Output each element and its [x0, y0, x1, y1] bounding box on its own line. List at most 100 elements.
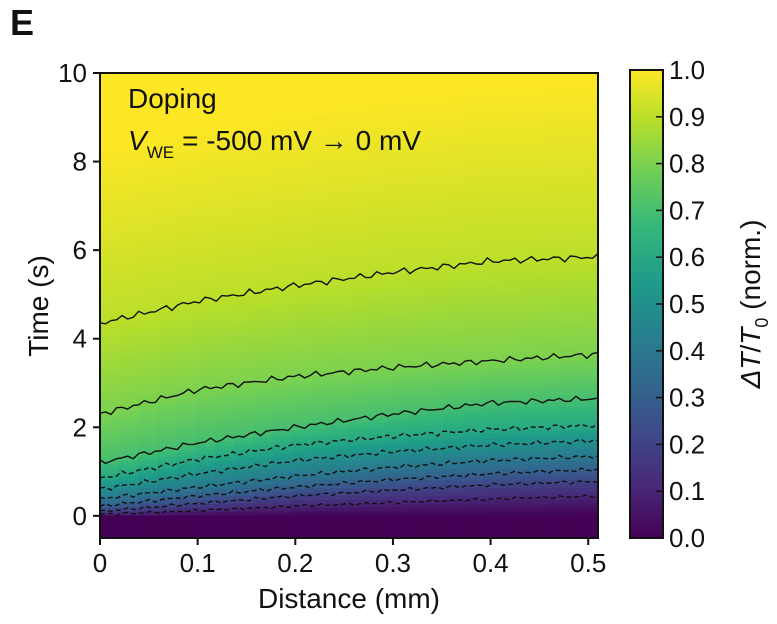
heatmap-cell [463, 507, 484, 512]
heatmap-cell [272, 355, 293, 361]
heatmap-cell [119, 251, 139, 256]
heatmap-cell [138, 115, 159, 121]
heatmap-cell [502, 406, 522, 411]
heatmap-cell [176, 398, 197, 403]
heatmap-cell [463, 417, 484, 423]
heatmap-cell [119, 309, 139, 314]
heatmap-cell [100, 100, 120, 105]
heatmap-cell [214, 220, 235, 225]
heatmap-cell [559, 336, 580, 341]
heatmap-cell [234, 468, 254, 473]
heatmap-cell [195, 208, 216, 214]
heatmap-cell [483, 293, 503, 299]
heatmap-cell [195, 104, 216, 109]
heatmap-cell [195, 410, 216, 415]
heatmap-cell [425, 127, 446, 132]
heatmap-cell [138, 293, 159, 299]
heatmap-cell [310, 495, 331, 500]
heatmap-cell [349, 274, 369, 279]
heatmap-cell [214, 138, 235, 144]
heatmap-cell [138, 487, 159, 493]
heatmap-cell [463, 390, 484, 396]
heatmap-cell [157, 235, 178, 241]
heatmap-cell [444, 460, 465, 465]
heatmap-cell [176, 231, 197, 237]
heatmap-cell [176, 452, 197, 458]
heatmap-cell [253, 104, 273, 109]
heatmap-cell [253, 507, 273, 512]
heatmap-cell [559, 243, 580, 248]
heatmap-cell [176, 181, 197, 186]
heatmap-cell [502, 297, 522, 303]
heatmap-cell [234, 476, 254, 481]
heatmap-cell [157, 119, 178, 124]
heatmap-cell [444, 239, 465, 245]
heatmap-cell [291, 417, 312, 423]
heatmap-cell [502, 181, 522, 186]
heatmap-cell [425, 243, 446, 248]
heatmap-cell [272, 111, 293, 117]
heatmap-cell [176, 111, 197, 117]
heatmap-cell [195, 123, 216, 128]
heatmap-cell [138, 328, 159, 334]
heatmap-cell [253, 228, 273, 233]
heatmap-cell [138, 491, 159, 496]
heatmap-cell [176, 104, 197, 109]
heatmap-cell [176, 135, 197, 140]
heatmap-cell [176, 255, 197, 260]
heatmap-cell [425, 336, 446, 341]
heatmap-cell [540, 239, 561, 245]
heatmap-cell [387, 402, 408, 407]
heatmap-cell [578, 305, 598, 310]
heatmap-cell [463, 212, 484, 217]
heatmap-cell [540, 169, 561, 175]
heatmap-cell [234, 278, 254, 283]
heatmap-cell [483, 429, 503, 434]
heatmap-cell [329, 224, 350, 229]
heatmap-cell [578, 297, 598, 303]
heatmap-cell [425, 286, 446, 291]
heatmap-cell [540, 212, 561, 217]
heatmap-cell [157, 363, 178, 369]
heatmap-cell [253, 402, 273, 407]
heatmap-cell [291, 76, 312, 82]
heatmap-cell [559, 259, 580, 264]
heatmap-cell [100, 448, 120, 454]
heatmap-cell [368, 177, 388, 183]
heatmap-cell [540, 166, 561, 171]
heatmap-cell [349, 379, 369, 384]
heatmap-cell [387, 282, 408, 287]
heatmap-cell [310, 131, 331, 136]
heatmap-cell [578, 181, 598, 186]
heatmap-cell [578, 332, 598, 338]
heatmap-cell [444, 216, 465, 221]
heatmap-cell [138, 363, 159, 369]
heatmap-cell [502, 414, 522, 419]
heatmap-cell [463, 173, 484, 179]
heatmap-cell [483, 220, 503, 225]
heatmap-cell [214, 204, 235, 210]
heatmap-cell [157, 406, 178, 411]
heatmap-cell [138, 324, 159, 330]
heatmap-cell [578, 410, 598, 415]
heatmap-cell [502, 247, 522, 252]
heatmap-cell [138, 239, 159, 245]
heatmap-cell [444, 448, 465, 454]
heatmap-cell [540, 429, 561, 434]
heatmap-cell [521, 119, 542, 124]
heatmap-cell [502, 251, 522, 256]
heatmap-cell [368, 185, 388, 190]
heatmap-cell [272, 239, 293, 245]
heatmap-cell [502, 359, 522, 365]
heatmap-cell [119, 274, 139, 279]
heatmap-cell [195, 437, 216, 442]
heatmap-cell [559, 383, 580, 388]
heatmap-cell [329, 119, 350, 124]
heatmap-cell [483, 239, 503, 245]
heatmap-cell [502, 286, 522, 291]
x-tick-label: 0.2 [277, 548, 313, 578]
heatmap-cell [483, 138, 503, 144]
heatmap-cell [444, 100, 465, 105]
heatmap-cell [578, 92, 598, 97]
heatmap-cell [444, 278, 465, 283]
